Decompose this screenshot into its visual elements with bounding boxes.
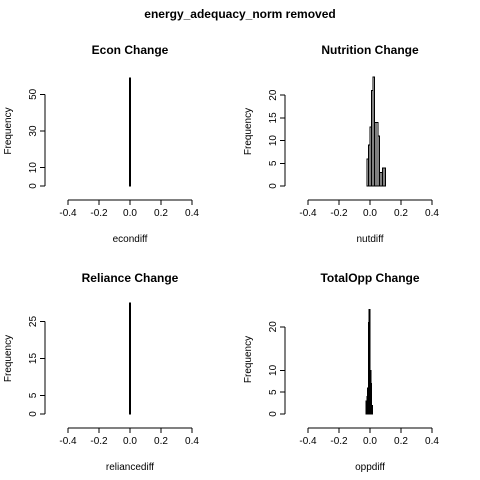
y-tick-label: 15 bbox=[268, 112, 279, 124]
y-tick-label: 25 bbox=[28, 316, 39, 328]
x-tick-label: 0.4 bbox=[425, 208, 439, 219]
y-tick-label: 50 bbox=[28, 88, 39, 100]
y-tick-label: 0 bbox=[268, 411, 279, 417]
histogram-panel-4: TotalOpp Change -0.4 -0.2 0.0 0.2 0.4 oppdiff 0… bbox=[243, 271, 439, 473]
x-tick-label: 0.4 bbox=[425, 436, 439, 447]
x-tick-label: 0.0 bbox=[123, 208, 137, 219]
y-tick-label: 0 bbox=[28, 183, 39, 189]
x-tick-label: 0.0 bbox=[363, 208, 377, 219]
y-tick-label: 5 bbox=[268, 389, 279, 395]
histogram-bar bbox=[129, 77, 131, 187]
x-axis-label: oppdiff bbox=[355, 462, 385, 473]
y-tick-label: 10 bbox=[268, 364, 279, 376]
x-tick-label: 0.0 bbox=[123, 436, 137, 447]
y-tick-label: 20 bbox=[268, 321, 279, 333]
x-tick-label: 0.0 bbox=[363, 436, 377, 447]
y-axis-label: Frequency bbox=[243, 108, 254, 155]
x-axis-label: econdiff bbox=[113, 234, 148, 245]
x-tick-label: 0.2 bbox=[394, 208, 408, 219]
x-tick-label: 0.4 bbox=[185, 208, 199, 219]
y-tick-label: 5 bbox=[28, 392, 39, 398]
histogram-panel-1: Econ Change -0.4 -0.2 0.0 0.2 0.4 econdiff 0 10 3… bbox=[3, 43, 199, 245]
x-tick-label: 0.2 bbox=[154, 208, 168, 219]
x-axis-label: nutdiff bbox=[356, 234, 383, 245]
histogram-bar bbox=[377, 135, 380, 187]
x-tick-label: -0.2 bbox=[90, 436, 108, 447]
y-tick-label: 5 bbox=[268, 160, 279, 166]
x-tick-label: -0.4 bbox=[59, 208, 77, 219]
x-tick-label: -0.4 bbox=[299, 208, 317, 219]
histogram-panel-3: Reliance Change -0.4 -0.2 0.0 0.2 0.4 reliance… bbox=[3, 271, 199, 473]
panel-title: TotalOpp Change bbox=[320, 271, 419, 285]
x-tick-label: -0.2 bbox=[330, 436, 348, 447]
x-tick-label: 0.2 bbox=[394, 436, 408, 447]
histogram-bar bbox=[371, 404, 373, 415]
y-axis-label: Frequency bbox=[243, 336, 254, 383]
histogram-panel-2: Nutrition Change -0.4 -0.2 0.0 0.2 0.4 nutdiff… bbox=[243, 43, 439, 245]
figure-title: energy_adequacy_norm removed bbox=[144, 7, 335, 21]
panel-title: Econ Change bbox=[92, 43, 169, 57]
histogram-bar bbox=[383, 167, 387, 187]
x-axis-label: reliancediff bbox=[106, 462, 154, 473]
x-tick-label: -0.4 bbox=[299, 436, 317, 447]
x-tick-label: -0.2 bbox=[90, 208, 108, 219]
y-tick-label: 20 bbox=[268, 89, 279, 101]
y-tick-label: 0 bbox=[28, 411, 39, 417]
panel-title: Nutrition Change bbox=[321, 43, 419, 57]
histogram-bar bbox=[129, 302, 131, 415]
y-tick-label: 0 bbox=[268, 183, 279, 189]
x-tick-label: 0.2 bbox=[154, 436, 168, 447]
y-tick-label: 10 bbox=[268, 135, 279, 147]
y-axis-label: Frequency bbox=[3, 335, 14, 382]
y-axis-label: Frequency bbox=[3, 107, 14, 154]
panel-title: Reliance Change bbox=[82, 271, 179, 285]
y-tick-label: 15 bbox=[28, 353, 39, 365]
x-tick-label: 0.4 bbox=[185, 436, 199, 447]
x-tick-label: -0.4 bbox=[59, 436, 77, 447]
y-tick-label: 10 bbox=[28, 162, 39, 174]
y-tick-label: 30 bbox=[28, 125, 39, 137]
x-tick-label: -0.2 bbox=[330, 208, 348, 219]
